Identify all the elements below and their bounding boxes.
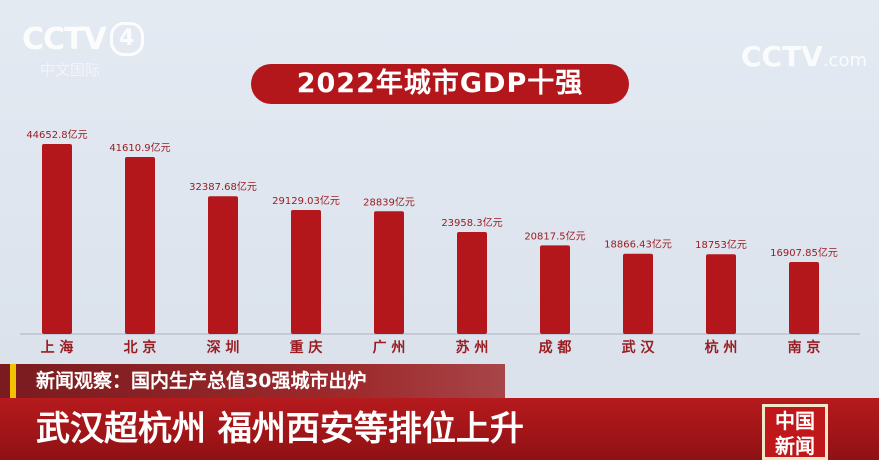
logo-subtitle: 中文国际	[40, 61, 101, 79]
category-label: 武 汉	[622, 339, 656, 356]
news-headline-text: 武汉超杭州 福州西安等排位上升	[36, 409, 524, 449]
bar	[208, 196, 238, 334]
logo-channel-number: 4	[109, 22, 144, 56]
cctv-com-watermark: CCTV.com	[741, 40, 867, 73]
cctv4-logo: CCTV 4 中文国际	[22, 22, 144, 80]
bar	[706, 254, 736, 334]
value-label: 18753亿元	[695, 238, 747, 251]
category-label: 深 圳	[207, 339, 240, 356]
bar	[374, 211, 404, 334]
value-label: 23958.3亿元	[441, 216, 502, 229]
value-label: 32387.68亿元	[189, 180, 257, 193]
value-label: 29129.03亿元	[272, 194, 340, 207]
category-label: 上 海	[41, 339, 74, 356]
subtitle-accent	[10, 364, 16, 398]
bar	[457, 232, 487, 334]
category-label: 苏 州	[456, 339, 489, 356]
logo-cctv-text: CCTV	[22, 22, 107, 57]
value-label: 16907.85亿元	[770, 246, 838, 259]
watermark-suffix: .com	[822, 50, 867, 71]
value-label: 18866.43亿元	[604, 238, 672, 251]
category-label: 南 京	[788, 339, 821, 356]
watermark-cctv: CCTV	[740, 40, 823, 73]
chart-title: 2022年城市GDP十强	[251, 64, 629, 104]
brand-line-2: 新闻	[775, 434, 815, 458]
china-news-logo: 中国 新闻	[762, 404, 828, 460]
category-label: 重 庆	[290, 339, 323, 356]
news-headline-bar: 武汉超杭州 福州西安等排位上升	[0, 398, 879, 460]
category-label: 北 京	[124, 339, 157, 356]
value-label: 28839亿元	[363, 195, 415, 208]
value-label: 20817.5亿元	[524, 229, 585, 242]
category-label: 杭 州	[705, 339, 738, 356]
bar	[125, 156, 155, 334]
bar	[42, 144, 72, 334]
bar	[789, 262, 819, 334]
value-label: 44652.8亿元	[26, 128, 87, 141]
news-subtitle-text: 新闻观察：国内生产总值30强城市出炉	[36, 370, 367, 392]
bar	[291, 210, 321, 334]
bar	[623, 253, 653, 334]
value-label: 41610.9亿元	[109, 141, 170, 154]
brand-line-1: 中国	[775, 409, 815, 433]
category-label: 成 都	[539, 339, 572, 356]
bar	[540, 245, 570, 334]
category-label: 广 州	[373, 339, 406, 356]
news-subtitle-bar: 新闻观察：国内生产总值30强城市出炉	[0, 364, 505, 398]
